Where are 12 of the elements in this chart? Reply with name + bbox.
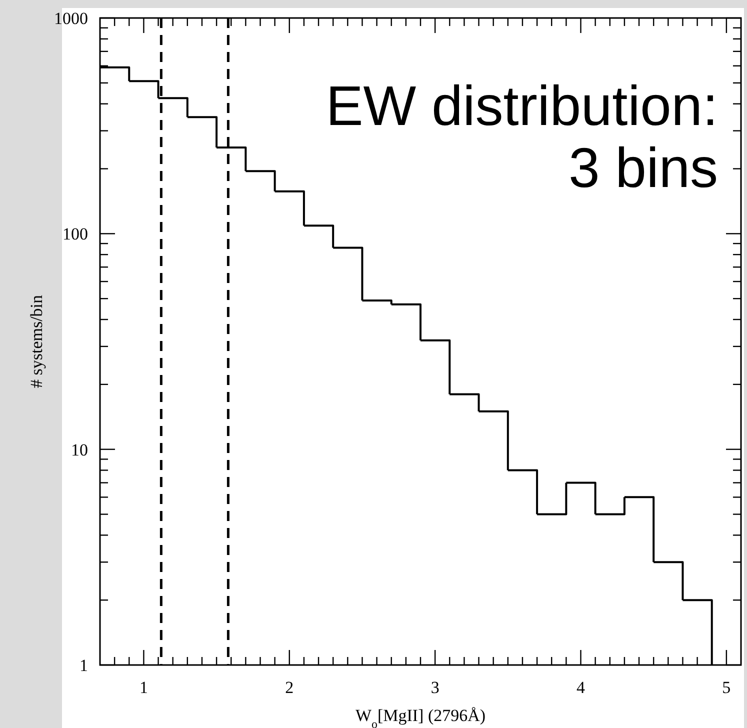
y-tick-label: 1 [80, 656, 88, 675]
text: EW distribution: 3 bins [326, 74, 718, 199]
x-axis-title: W$_{o}$[MgII] (2796Å) [355, 706, 486, 728]
x-tick-label: 3 [430, 678, 440, 697]
y-tick-label: 10 [71, 440, 88, 460]
y-tick-label: 100 [62, 224, 88, 244]
y-axis-title: # systems/bin [27, 294, 46, 388]
x-tick-label: 4 [576, 678, 586, 697]
x-tick-label: 1 [139, 678, 148, 697]
x-tick-label: 5 [722, 678, 731, 697]
y-tick-label: 1000 [54, 8, 88, 28]
x-tick-label: 2 [285, 678, 294, 697]
